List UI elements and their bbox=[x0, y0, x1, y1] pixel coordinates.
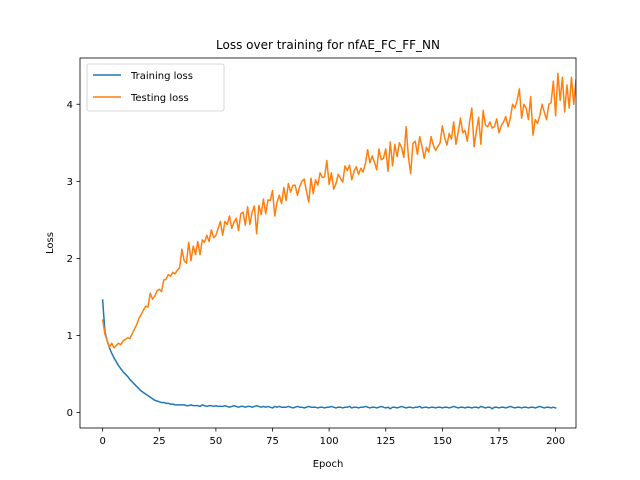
x-tick-label: 50 bbox=[210, 436, 223, 447]
chart-title: Loss over training for nfAE_FC_FF_NN bbox=[216, 38, 440, 52]
plot-area bbox=[79, 57, 577, 429]
x-tick-label: 150 bbox=[433, 436, 452, 447]
x-tick-label: 200 bbox=[546, 436, 565, 447]
x-tick-label: 75 bbox=[266, 436, 279, 447]
training-loss-line bbox=[101, 299, 557, 410]
x-tick-label: 25 bbox=[153, 436, 166, 447]
x-axis-ticks: 0 25 50 75 100 125 150 175 200 bbox=[99, 428, 565, 447]
testing-loss-line bbox=[101, 72, 576, 349]
y-tick-label: 3 bbox=[67, 177, 73, 188]
axes-frame bbox=[79, 57, 577, 429]
y-tick-label: 2 bbox=[67, 254, 73, 265]
y-axis-ticks: 0 1 2 3 4 bbox=[67, 100, 80, 419]
y-axis-label: Loss bbox=[45, 232, 56, 254]
x-tick-label: 175 bbox=[489, 436, 508, 447]
y-tick-label: 1 bbox=[67, 331, 73, 342]
x-tick-label: 125 bbox=[376, 436, 395, 447]
legend: Training loss Testing loss bbox=[86, 63, 225, 112]
legend-box bbox=[86, 63, 225, 112]
x-tick-label: 100 bbox=[320, 436, 339, 447]
legend-label-training: Training loss bbox=[130, 71, 193, 82]
series-layer bbox=[101, 72, 576, 410]
x-tick-label: 0 bbox=[99, 436, 105, 447]
y-tick-label: 4 bbox=[67, 100, 73, 111]
y-tick-label: 0 bbox=[67, 408, 73, 419]
x-axis-label: Epoch bbox=[313, 459, 344, 470]
legend-label-testing: Testing loss bbox=[130, 93, 189, 104]
